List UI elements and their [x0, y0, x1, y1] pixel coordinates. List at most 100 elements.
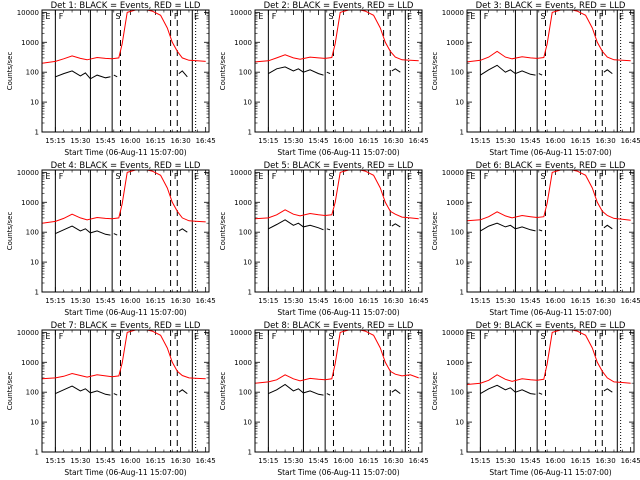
events-series-line	[114, 234, 117, 236]
events-series-line	[392, 390, 400, 394]
plot-frame	[255, 10, 422, 132]
x-tick-label: 16:15	[145, 297, 165, 305]
x-tick-label: 16:00	[545, 297, 565, 305]
events-series-line	[539, 230, 542, 231]
detector-panel-1: Det 1: BLACK = Events, RED = LLD Counts/s…	[6, 1, 216, 157]
plot-frame	[255, 170, 422, 292]
flag-label: S	[540, 172, 545, 181]
y-tick-label: 10000	[442, 9, 464, 17]
flag-label: E	[619, 172, 624, 181]
y-axis-label: Counts/sec	[431, 212, 439, 251]
flag-label: F	[599, 12, 604, 21]
events-series-line	[539, 74, 542, 76]
x-tick-label: 16:45	[196, 457, 216, 465]
x-axis-label: Start Time (06-Aug-11 15:07:00)	[64, 468, 186, 477]
y-tick-label: 10	[30, 99, 39, 107]
x-tick-label: 15:15	[45, 457, 65, 465]
plot-frame	[467, 170, 634, 292]
events-series-line	[179, 71, 187, 77]
flag-label: E	[407, 12, 412, 21]
x-tick-label: 16:45	[621, 137, 640, 145]
lld-series-line	[42, 170, 206, 223]
y-tick-label: 10	[30, 419, 39, 427]
x-tick-label: 16:00	[120, 137, 140, 145]
flag-label: E	[258, 172, 263, 181]
detector-panel-9: Det 9: BLACK = Events, RED = LLDCounts/s…	[431, 321, 640, 477]
y-tick-label: 10000	[442, 169, 464, 177]
y-tick-label: 100	[26, 229, 39, 237]
x-tick-label: 15:30	[495, 297, 515, 305]
flag-label: F	[174, 332, 179, 341]
flag-label: S	[540, 332, 545, 341]
lld-series-line	[42, 10, 206, 63]
detector-panel-5: Det 5: BLACK = Events, RED = LLDCounts/s…	[219, 161, 429, 317]
y-tick-label: 1	[248, 129, 252, 137]
y-tick-label: 10000	[230, 9, 252, 17]
detector-panel-4: Det 4: BLACK = Events, RED = LLDCounts/s…	[6, 161, 216, 317]
x-tick-label: 16:30	[596, 137, 616, 145]
x-tick-label: 16:30	[384, 457, 404, 465]
y-tick-label: 10	[455, 99, 464, 107]
y-tick-label: 10	[243, 419, 252, 427]
lld-series-line	[255, 330, 419, 383]
x-axis-label: Start Time (06-Aug-11 15:07:00)	[489, 308, 611, 317]
x-tick-label: 15:15	[45, 137, 65, 145]
flag-label: E	[194, 172, 199, 181]
x-tick-label: 16:45	[409, 137, 429, 145]
x-axis-label: Start Time (06-Aug-11 15:07:00)	[64, 148, 186, 157]
flag-label: S	[328, 172, 333, 181]
flag-label: E	[45, 12, 50, 21]
lld-series-line	[42, 330, 206, 379]
events-series-line	[480, 65, 535, 75]
flag-label: S	[115, 172, 120, 181]
y-tick-label: 1	[460, 449, 464, 457]
flag-label: F	[174, 172, 179, 181]
plot-frame	[42, 10, 209, 132]
x-tick-label: 15:15	[45, 297, 65, 305]
events-series-line	[268, 385, 323, 396]
flag-label: F	[59, 12, 64, 21]
flag-label: F	[599, 172, 604, 181]
plot-area	[42, 170, 206, 292]
x-axis-label: Start Time (06-Aug-11 15:07:00)	[277, 468, 399, 477]
y-tick-label: 10000	[230, 329, 252, 337]
y-tick-label: 1000	[234, 199, 252, 207]
x-tick-label: 16:45	[621, 457, 640, 465]
flag-label: F	[387, 12, 392, 21]
y-tick-label: 1	[248, 449, 252, 457]
y-tick-label: 1	[35, 129, 39, 137]
flag-label: F	[387, 172, 392, 181]
flag-label: E	[619, 332, 624, 341]
x-tick-label: 15:30	[495, 137, 515, 145]
y-tick-label: 1	[248, 289, 252, 297]
flag-label: E	[194, 332, 199, 341]
events-series-line	[55, 386, 110, 395]
y-tick-label: 10000	[17, 169, 39, 177]
x-tick-label: 16:00	[120, 297, 140, 305]
flag-label: E	[45, 332, 50, 341]
y-tick-label: 100	[26, 389, 39, 397]
flag-label: S	[115, 332, 120, 341]
y-axis-label: Counts/sec	[6, 52, 14, 91]
y-tick-label: 1000	[234, 39, 252, 47]
flag-label: F	[484, 172, 489, 181]
flag-label: S	[328, 12, 333, 21]
x-tick-label: 15:15	[258, 457, 278, 465]
x-axis-label: Start Time (06-Aug-11 15:07:00)	[277, 148, 399, 157]
y-tick-label: 100	[26, 69, 39, 77]
flag-label: F	[484, 332, 489, 341]
x-tick-label: 16:45	[409, 457, 429, 465]
x-tick-label: 16:45	[621, 297, 640, 305]
detector-panel-3: Det 3: BLACK = Events, RED = LLDCounts/s…	[431, 1, 640, 157]
lld-series-line	[467, 10, 631, 62]
plot-area	[467, 330, 631, 452]
x-tick-label: 16:00	[545, 457, 565, 465]
x-tick-label: 15:45	[95, 137, 115, 145]
x-tick-label: 16:15	[358, 137, 378, 145]
x-tick-label: 16:45	[196, 297, 216, 305]
flag-label: E	[619, 12, 624, 21]
y-tick-label: 1	[460, 129, 464, 137]
flag-label: F	[272, 12, 277, 21]
flag-label: F	[272, 332, 277, 341]
lld-series-line	[255, 10, 419, 62]
